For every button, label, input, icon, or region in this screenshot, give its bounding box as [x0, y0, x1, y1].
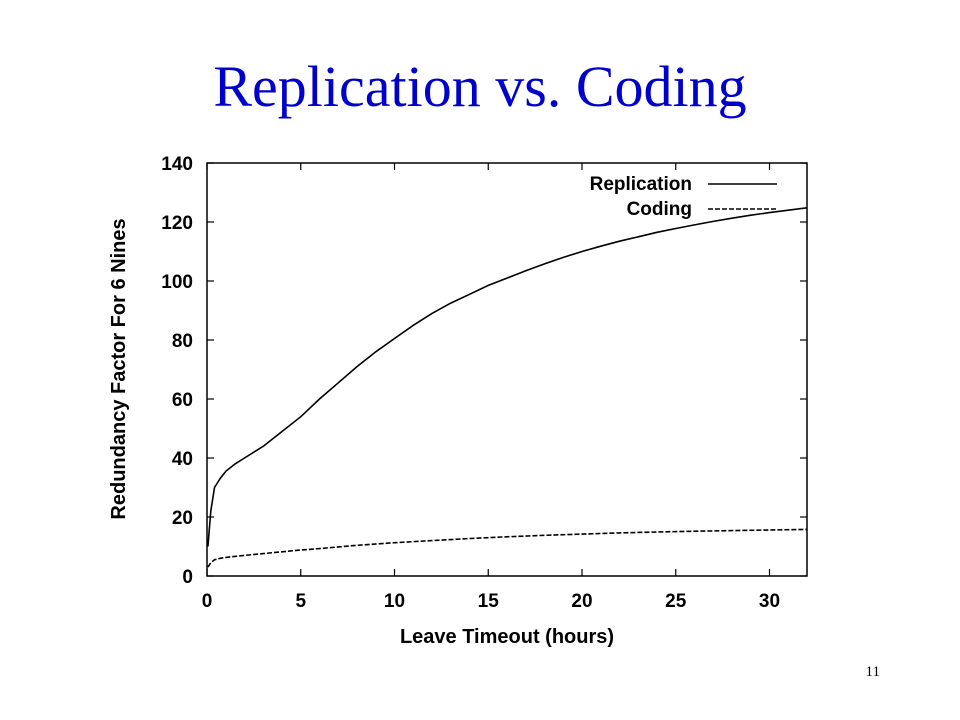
x-tick-label: 5	[295, 591, 306, 612]
series-group	[207, 207, 808, 568]
x-tick-label: 15	[478, 591, 500, 612]
y-tick-label: 100	[161, 272, 193, 293]
y-tick-label: 120	[161, 213, 193, 234]
legend-label-coding: Coding	[627, 199, 692, 220]
x-tick-label: 25	[665, 591, 687, 612]
y-tick-label: 80	[172, 331, 193, 352]
series-line-coding	[207, 528, 808, 568]
y-tick-label: 20	[172, 508, 193, 529]
plot-frame	[206, 162, 808, 577]
x-tick-label: 20	[571, 591, 592, 612]
x-tick-label: 30	[759, 591, 780, 612]
y-tick-label: 60	[172, 390, 193, 411]
legend-label-replication: Replication	[590, 174, 692, 195]
y-tick-label: 0	[182, 567, 193, 588]
series-line-replication	[207, 207, 808, 547]
x-tick-label: 10	[384, 591, 405, 612]
axis-ticks: 0 5 10 15 20 25 30 0 20 40 60 80 100 120 140	[161, 154, 807, 612]
y-tick-label: 40	[172, 449, 193, 470]
page-number: 11	[865, 664, 880, 680]
y-axis-label: Redundancy Factor For 6 Nines	[108, 218, 130, 519]
legend: Replication Coding	[590, 174, 777, 220]
y-tick-label: 140	[161, 154, 193, 175]
slide-title: Replication vs. Coding	[213, 54, 747, 119]
x-tick-label: 0	[202, 591, 213, 612]
x-axis-label: Leave Timeout (hours)	[400, 626, 614, 648]
